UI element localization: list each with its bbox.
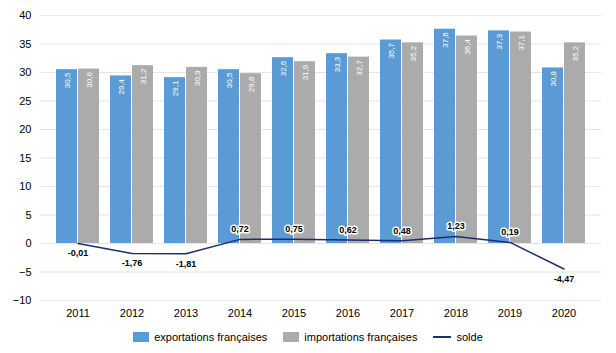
svg-text:30: 30 [19,66,31,78]
svg-text:0,62: 0,62 [339,225,357,235]
svg-text:2013: 2013 [174,307,198,319]
svg-text:-4,47: -4,47 [554,274,575,284]
svg-text:2011: 2011 [66,307,90,319]
svg-text:20: 20 [19,123,31,135]
svg-text:29,4: 29,4 [117,78,126,94]
svg-text:30,5: 30,5 [63,72,72,88]
svg-text:35: 35 [19,38,31,50]
svg-text:29,8: 29,8 [247,76,256,92]
svg-text:33,3: 33,3 [333,56,342,72]
svg-text:2016: 2016 [336,307,360,319]
svg-text:-1,76: -1,76 [122,258,143,268]
svg-text:1,23: 1,23 [447,221,465,231]
svg-text:35,7: 35,7 [387,42,396,58]
svg-text:30,9: 30,9 [193,70,202,86]
svg-text:0,48: 0,48 [393,226,411,236]
svg-text:29,1: 29,1 [171,80,180,96]
svg-text:2019: 2019 [498,307,522,319]
svg-text:2012: 2012 [120,307,144,319]
svg-text:-0,01: -0,01 [68,248,89,258]
svg-text:30,5: 30,5 [225,72,234,88]
svg-text:2018: 2018 [444,307,468,319]
svg-text:37,3: 37,3 [495,33,504,49]
svg-text:5: 5 [25,209,31,221]
svg-text:10: 10 [19,180,31,192]
svg-text:0,19: 0,19 [501,227,519,237]
svg-text:0,75: 0,75 [285,224,303,234]
svg-text:15: 15 [19,152,31,164]
svg-text:32,7: 32,7 [355,60,364,76]
svg-text:31,9: 31,9 [301,64,310,80]
svg-text:2014: 2014 [228,307,252,319]
svg-text:40: 40 [19,9,31,21]
svg-text:35,2: 35,2 [409,45,418,61]
svg-text:0,72: 0,72 [231,224,249,234]
svg-text:25: 25 [19,95,31,107]
svg-text:0: 0 [25,237,31,249]
html-text:exportations françaises: exportations françaises [154,331,268,343]
svg-text:2020: 2020 [552,307,576,319]
svg-text:2017: 2017 [390,307,414,319]
svg-text:30,6: 30,6 [85,72,94,88]
html-text:importations françaises: importations françaises [304,331,418,343]
svg-text:2015: 2015 [282,307,306,319]
svg-text:36,4: 36,4 [463,38,472,54]
svg-text:31,2: 31,2 [139,68,148,84]
svg-text:−5: −5 [19,266,32,278]
svg-text:37,1: 37,1 [517,34,526,50]
svg-text:32,6: 32,6 [279,60,288,76]
svg-text:35,2: 35,2 [571,45,580,61]
svg-text:30,8: 30,8 [549,70,558,86]
html-text:solde: solde [456,331,483,343]
svg-text:-1,81: -1,81 [176,259,197,269]
svg-text:37,6: 37,6 [441,32,450,48]
svg-text:−10: −10 [13,294,32,306]
